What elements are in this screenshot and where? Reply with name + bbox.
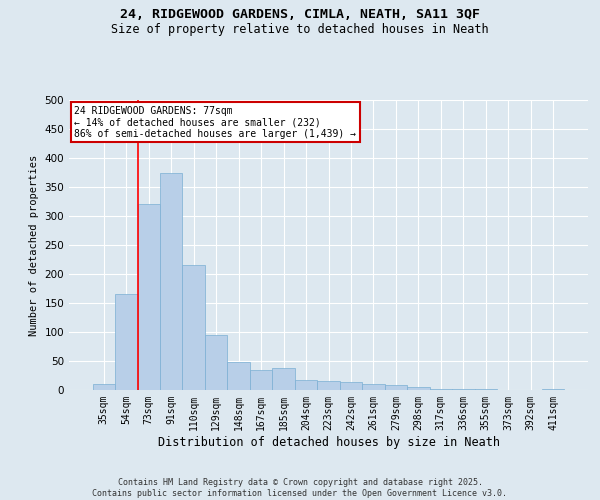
Bar: [317, 382, 340, 390]
Text: 24, RIDGEWOOD GARDENS, CIMLA, NEATH, SA11 3QF: 24, RIDGEWOOD GARDENS, CIMLA, NEATH, SA1…: [120, 8, 480, 20]
Bar: [92, 384, 115, 390]
Text: 24 RIDGEWOOD GARDENS: 77sqm
← 14% of detached houses are smaller (232)
86% of se: 24 RIDGEWOOD GARDENS: 77sqm ← 14% of det…: [74, 106, 356, 139]
Bar: [362, 384, 385, 390]
Bar: [227, 362, 250, 390]
Bar: [340, 382, 362, 390]
Bar: [205, 335, 227, 390]
Bar: [272, 368, 295, 390]
Bar: [137, 204, 160, 390]
Bar: [182, 266, 205, 390]
Bar: [160, 172, 182, 390]
Bar: [295, 380, 317, 390]
Text: Size of property relative to detached houses in Neath: Size of property relative to detached ho…: [111, 22, 489, 36]
X-axis label: Distribution of detached houses by size in Neath: Distribution of detached houses by size …: [157, 436, 499, 448]
Y-axis label: Number of detached properties: Number of detached properties: [29, 154, 39, 336]
Bar: [250, 370, 272, 390]
Bar: [115, 294, 137, 390]
Bar: [407, 387, 430, 390]
Text: Contains HM Land Registry data © Crown copyright and database right 2025.
Contai: Contains HM Land Registry data © Crown c…: [92, 478, 508, 498]
Bar: [385, 386, 407, 390]
